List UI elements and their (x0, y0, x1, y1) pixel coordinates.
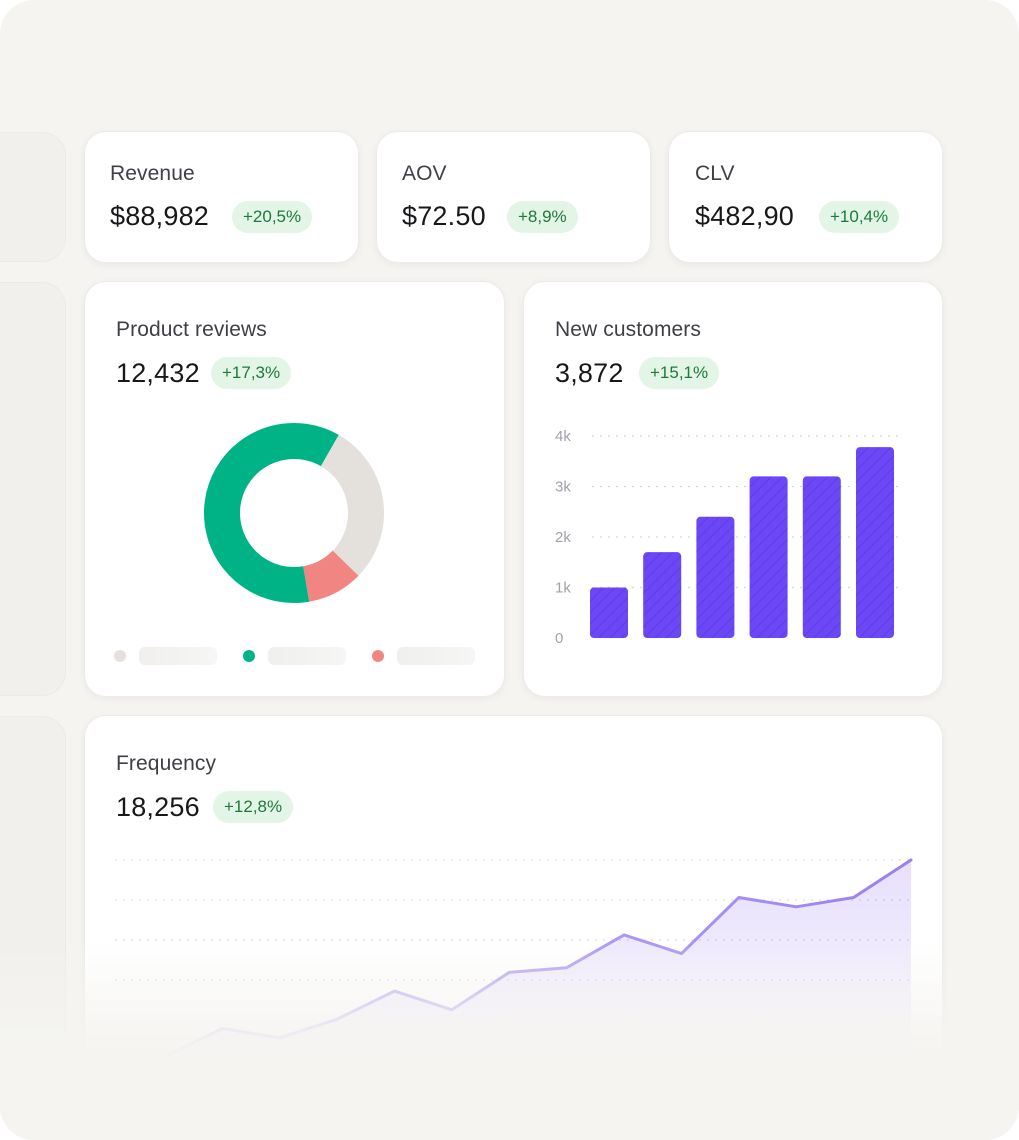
card-value: 18,256 (116, 792, 200, 822)
kpi-value: $72.50 (402, 201, 486, 231)
area-chart (115, 858, 913, 1096)
legend-dot-neutral (114, 650, 126, 662)
bar (749, 476, 788, 638)
kpi-title: CLV (695, 162, 735, 185)
kpi-title: AOV (402, 162, 447, 185)
bar-chart: 0 1k 2k 3k 4k (555, 428, 902, 647)
new-customers-card[interactable]: New customers 3,872 +15,1% 0 1k 2k 3k 4k (523, 281, 943, 697)
y-tick-label: 4k (555, 428, 571, 445)
area-fill (165, 860, 911, 1096)
kpi-card-revenue[interactable]: Revenue $88,982 +20,5% (84, 131, 359, 263)
bar (643, 552, 682, 638)
legend-dot-red (372, 650, 384, 662)
y-tick-label: 3k (555, 479, 571, 496)
kpi-title: Revenue (110, 162, 195, 185)
legend-label-placeholder (268, 647, 346, 665)
card-title: Product reviews (116, 318, 267, 341)
kpi-value: $482,90 (695, 201, 794, 231)
card-value: 12,432 (116, 358, 200, 388)
side-panel-middle (0, 282, 66, 696)
y-tick-label: 2k (555, 529, 571, 546)
kpi-value: $88,982 (110, 201, 209, 231)
side-panel-bottom (0, 716, 66, 1140)
change-badge: +15,1% (639, 357, 720, 389)
side-panel-top (0, 132, 66, 262)
donut-segment-green (204, 423, 384, 603)
bar (856, 447, 894, 638)
card-title: Frequency (116, 752, 217, 775)
y-tick-label: 1k (555, 580, 571, 597)
change-badge: +10,4% (819, 201, 900, 233)
product-reviews-card[interactable]: Product reviews 12,432 +17,3% (84, 281, 505, 697)
kpi-card-clv[interactable]: CLV $482,90 +10,4% (668, 131, 943, 263)
legend-label-placeholder (397, 647, 475, 665)
change-badge: +12,8% (213, 791, 294, 823)
change-badge: +17,3% (211, 357, 292, 389)
change-badge: +8,9% (507, 201, 578, 233)
legend-dot-green (243, 650, 255, 662)
bar (590, 587, 628, 638)
bar (802, 476, 841, 638)
frequency-card[interactable]: Frequency 18,256 +12,8% (84, 715, 943, 1140)
card-title: New customers (555, 318, 702, 341)
change-badge: +20,5% (232, 201, 313, 233)
donut-chart (204, 423, 384, 603)
bar (696, 516, 735, 638)
card-value: 3,872 (555, 358, 624, 388)
kpi-card-aov[interactable]: AOV $72.50 +8,9% (376, 131, 651, 263)
y-tick-label: 0 (555, 630, 563, 647)
legend-label-placeholder (139, 647, 217, 665)
